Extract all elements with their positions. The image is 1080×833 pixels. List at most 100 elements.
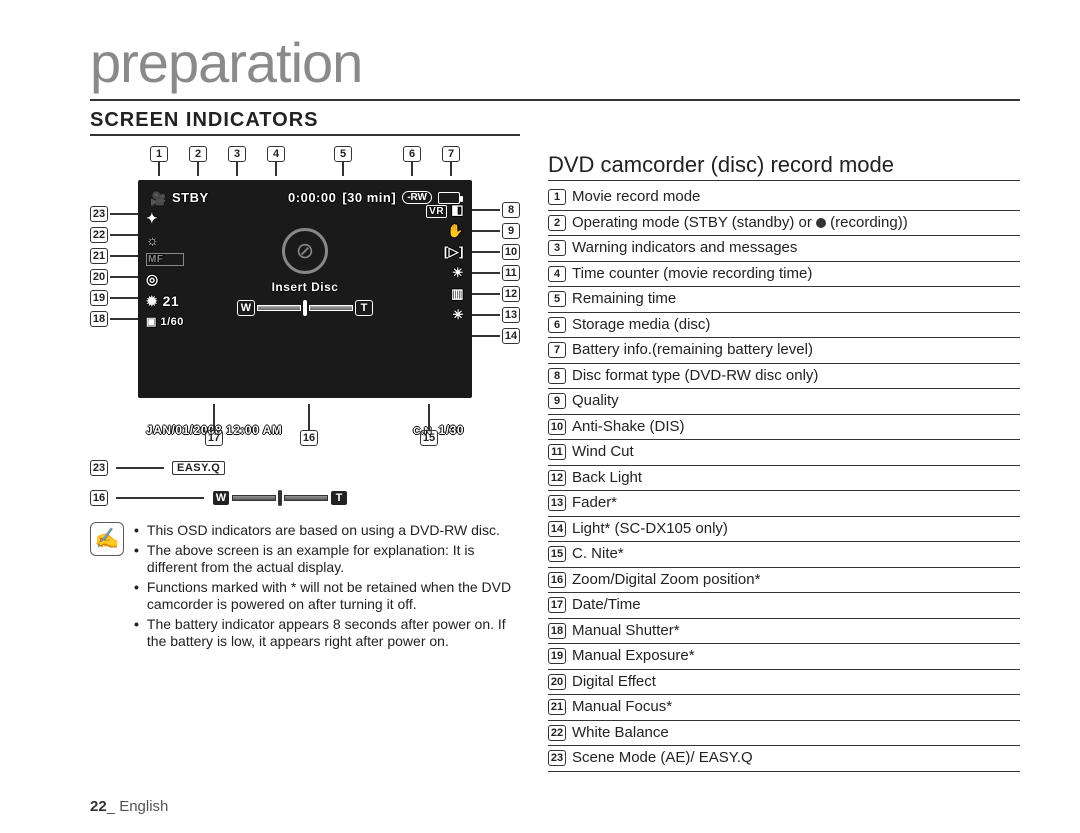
callout-9: 9: [502, 223, 520, 239]
indicator-text: Storage media (disc): [572, 314, 710, 337]
note-icon: ✍: [90, 522, 124, 556]
indicator-number: 18: [548, 623, 566, 639]
stby-label: STBY: [172, 190, 209, 205]
camcorder-screen-diagram: 1 2 3 4 5 6 7 🎥 STBY 0:00:00 [30 min] -R…: [90, 146, 520, 446]
indicator-text: Movie record mode: [572, 186, 700, 209]
indicator-list: 1 Movie record mode 2 Operating mode (STBY …: [548, 185, 1020, 772]
indicator-text: Time counter (movie recording time): [572, 263, 812, 286]
indicator-row: 1 Movie record mode: [548, 185, 1020, 211]
callout-5: 5: [334, 146, 352, 162]
right-column: DVD camcorder (disc) record mode 1 Movie …: [548, 146, 1020, 772]
callout-2: 2: [189, 146, 207, 162]
indicator-row: 14 Light* (SC-DX105 only): [548, 517, 1020, 543]
callout-17: 17: [205, 430, 223, 446]
indicator-row: 18 Manual Shutter*: [548, 619, 1020, 645]
callout-6: 6: [403, 146, 421, 162]
manual-shutter-icon: ▣ 1/60: [146, 315, 184, 328]
indicator-text: Wind Cut: [572, 441, 634, 464]
indicator-number: 22: [548, 725, 566, 741]
indicator-number: 19: [548, 648, 566, 664]
indicator-number: 1: [548, 189, 566, 205]
manual-focus-icon: MF: [146, 253, 184, 266]
indicator-text: White Balance: [572, 722, 669, 745]
indicator-text: Date/Time: [572, 594, 641, 617]
manual-exposure-icon: ✹ 21: [146, 293, 184, 310]
indicator-number: 17: [548, 597, 566, 613]
indicator-text: Zoom/Digital Zoom position*: [572, 569, 760, 592]
indicator-row: 6 Storage media (disc): [548, 313, 1020, 339]
disc-format-icon: VR: [426, 205, 447, 218]
indicator-number: 7: [548, 342, 566, 358]
indicator-row: 7 Battery info.(remaining battery level): [548, 338, 1020, 364]
indicator-text: Remaining time: [572, 288, 676, 311]
indicator-number: 11: [548, 444, 566, 460]
indicator-number: 14: [548, 521, 566, 537]
callout-1: 1: [150, 146, 168, 162]
indicator-row: 21Manual Focus*: [548, 695, 1020, 721]
easyq-legend: 23 EASY.Q: [90, 460, 520, 476]
left-column: 1 2 3 4 5 6 7 🎥 STBY 0:00:00 [30 min] -R…: [90, 146, 520, 772]
callout-15: 15: [420, 430, 438, 446]
indicator-row: 5Remaining time: [548, 287, 1020, 313]
callout-8: 8: [502, 202, 520, 218]
indicator-text: Warning indicators and messages: [572, 237, 797, 260]
callout-16: 16: [300, 430, 318, 446]
callout-14: 14: [502, 328, 520, 344]
indicator-row: 16 Zoom/Digital Zoom position*: [548, 568, 1020, 594]
indicator-row: 4 Time counter (movie recording time): [548, 262, 1020, 288]
callout-13: 13: [502, 307, 520, 323]
indicator-number: 21: [548, 699, 566, 715]
chapter-title: preparation: [90, 30, 1020, 101]
section-title: SCREEN INDICATORS: [90, 109, 520, 136]
indicator-text: Operating mode (STBY (standby) or (recor…: [572, 212, 908, 235]
time-counter: 0:00:00: [288, 190, 336, 205]
note-3: Functions marked with * will not be reta…: [147, 579, 520, 614]
notes-block: ✍ •This OSD indicators are based on usin…: [90, 522, 520, 653]
remaining-time: [30 min]: [342, 190, 396, 205]
callout-23: 23: [90, 206, 108, 222]
indicator-row: 22 White Balance: [548, 721, 1020, 747]
mode-title: DVD camcorder (disc) record mode: [548, 152, 1020, 181]
note-4: The battery indicator appears 8 seconds …: [147, 616, 520, 651]
indicator-number: 16: [548, 572, 566, 588]
callout-21: 21: [90, 248, 108, 264]
page-footer: 22_ English: [90, 798, 168, 815]
indicator-row: 20Digital Effect: [548, 670, 1020, 696]
scene-mode-icon: ✦: [146, 210, 184, 227]
indicator-number: 2: [548, 215, 566, 231]
callout-10: 10: [502, 244, 520, 260]
indicator-number: 23: [548, 750, 566, 766]
indicator-row: 11 Wind Cut: [548, 440, 1020, 466]
indicator-text: Manual Exposure*: [572, 645, 695, 668]
indicator-text: Scene Mode (AE)/ EASY.Q: [572, 747, 753, 770]
indicator-row: 2 Operating mode (STBY (standby) or (reco…: [548, 211, 1020, 237]
indicator-number: 4: [548, 266, 566, 282]
disc-slash-icon: ⊘: [282, 228, 328, 274]
indicator-text: Battery info.(remaining battery level): [572, 339, 813, 362]
indicator-row: 17 Date/Time: [548, 593, 1020, 619]
insert-disc-message: Insert Disc: [272, 280, 339, 294]
indicator-row: 9Quality: [548, 389, 1020, 415]
indicator-text: Quality: [572, 390, 619, 413]
indicator-text: Light* (SC-DX105 only): [572, 518, 728, 541]
wind-cut-icon: [▷]: [426, 244, 464, 260]
light-icon: ✳: [426, 307, 464, 323]
note-2: The above screen is an example for expla…: [147, 542, 520, 577]
indicator-row: 3Warning indicators and messages: [548, 236, 1020, 262]
zoom-legend: 16 W T: [90, 490, 520, 506]
indicator-number: 8: [548, 368, 566, 384]
indicator-text: Disc format type (DVD-RW disc only): [572, 365, 818, 388]
indicator-text: Anti-Shake (DIS): [572, 416, 685, 439]
indicator-number: 12: [548, 470, 566, 486]
indicator-text: Back Light: [572, 467, 642, 490]
back-light-icon: ☀: [426, 265, 464, 281]
indicator-row: 19 Manual Exposure*: [548, 644, 1020, 670]
indicator-text: Fader*: [572, 492, 617, 515]
indicator-number: 6: [548, 317, 566, 333]
indicator-text: Manual Shutter*: [572, 620, 680, 643]
indicator-number: 20: [548, 674, 566, 690]
indicator-row: 10Anti-Shake (DIS): [548, 415, 1020, 441]
indicator-row: 15C. Nite*: [548, 542, 1020, 568]
indicator-row: 13Fader*: [548, 491, 1020, 517]
white-balance-icon: ☼: [146, 232, 184, 248]
